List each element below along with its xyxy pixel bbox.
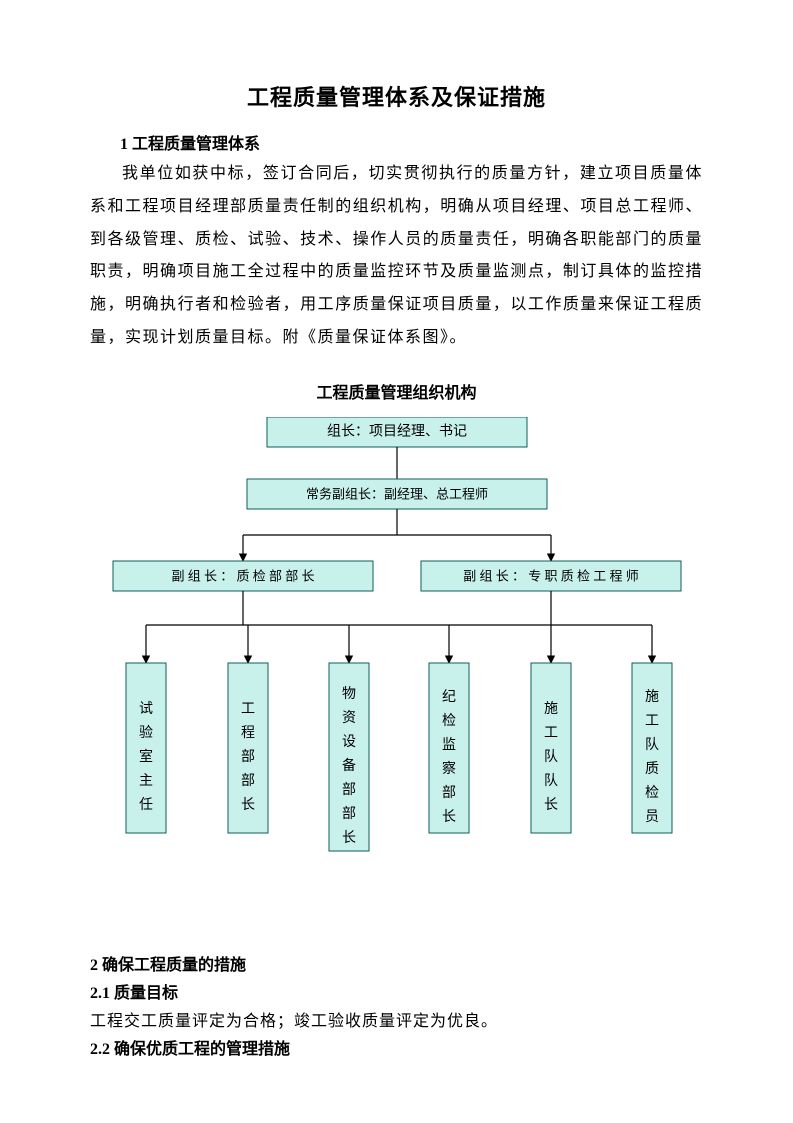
leaf-label-char: 长 — [241, 797, 255, 813]
leaf-label-char: 工 — [241, 702, 255, 717]
section-2-2-heading: 2.2 确保优质工程的管理措施 — [90, 1035, 703, 1059]
leaf-label-char: 员 — [645, 810, 659, 825]
leaf-label-char: 队 — [544, 749, 558, 765]
org-chart-title: 工程质量管理组织机构 — [90, 379, 703, 403]
leaf-label-char: 长 — [544, 797, 558, 813]
section-2-heading: 2 确保工程质量的措施 — [90, 951, 703, 975]
org-chart-svg: 组长：项目经理、书记常务副组长：副经理、总工程师副 组 长 ： 质 检 部 部 … — [91, 417, 703, 947]
section-2-1-text: 工程交工质量评定为合格；竣工验收质量评定为优良。 — [90, 1007, 703, 1031]
node-label: 副 组 长 ： 专 职 质 检 工 程 师 — [463, 568, 639, 583]
leaf-label-char: 检 — [645, 785, 659, 801]
leaf-label-char: 物 — [342, 686, 356, 702]
leaf-label-char: 长 — [442, 809, 456, 825]
leaf-label-char: 检 — [442, 713, 456, 729]
node-label: 组长：项目经理、书记 — [327, 423, 467, 439]
leaf-label-char: 部 — [241, 749, 255, 765]
node-label: 常务副组长：副经理、总工程师 — [305, 486, 487, 501]
page-title: 工程质量管理体系及保证措施 — [90, 80, 703, 112]
leaf-label-char: 资 — [342, 710, 356, 726]
leaf-label-char: 施 — [645, 689, 659, 705]
leaf-label-char: 验 — [139, 725, 153, 741]
leaf-label-char: 部 — [442, 785, 456, 801]
leaf-label-char: 工 — [544, 726, 558, 741]
leaf-label-char: 部 — [342, 782, 356, 798]
leaf-label-char: 任 — [139, 797, 153, 813]
leaf-label-char: 工 — [645, 714, 659, 729]
leaf-label-char: 主 — [139, 773, 153, 789]
leaf-label-char: 部 — [241, 773, 255, 789]
leaf-label-char: 试 — [139, 701, 153, 717]
leaf-label-char: 纪 — [442, 689, 456, 705]
section-1-paragraph: 我单位如获中标，签订合同后，切实贯彻执行的质量方针，建立项目质量体系和工程项目经… — [90, 158, 703, 355]
section-2-1-heading: 2.1 质量目标 — [90, 979, 703, 1003]
leaf-label-char: 程 — [241, 725, 255, 741]
leaf-label-char: 监 — [442, 737, 456, 753]
leaf-label-char: 设 — [342, 734, 356, 750]
leaf-label-char: 长 — [342, 830, 356, 846]
leaf-label-char: 部 — [342, 806, 356, 822]
leaf-label-char: 察 — [442, 760, 456, 777]
node-label: 副 组 长 ： 质 检 部 部 长 — [171, 568, 314, 583]
leaf-label-char: 队 — [645, 737, 659, 753]
leaf-label-char: 队 — [544, 773, 558, 789]
leaf-label-char: 备 — [342, 757, 356, 774]
org-chart: 工程质量管理组织机构 组长：项目经理、书记常务副组长：副经理、总工程师副 组 长… — [90, 379, 703, 947]
leaf-label-char: 室 — [139, 748, 153, 765]
leaf-label-char: 质 — [645, 761, 659, 777]
leaf-label-char: 施 — [544, 701, 558, 717]
section-1-heading: 1 工程质量管理体系 — [120, 130, 703, 154]
